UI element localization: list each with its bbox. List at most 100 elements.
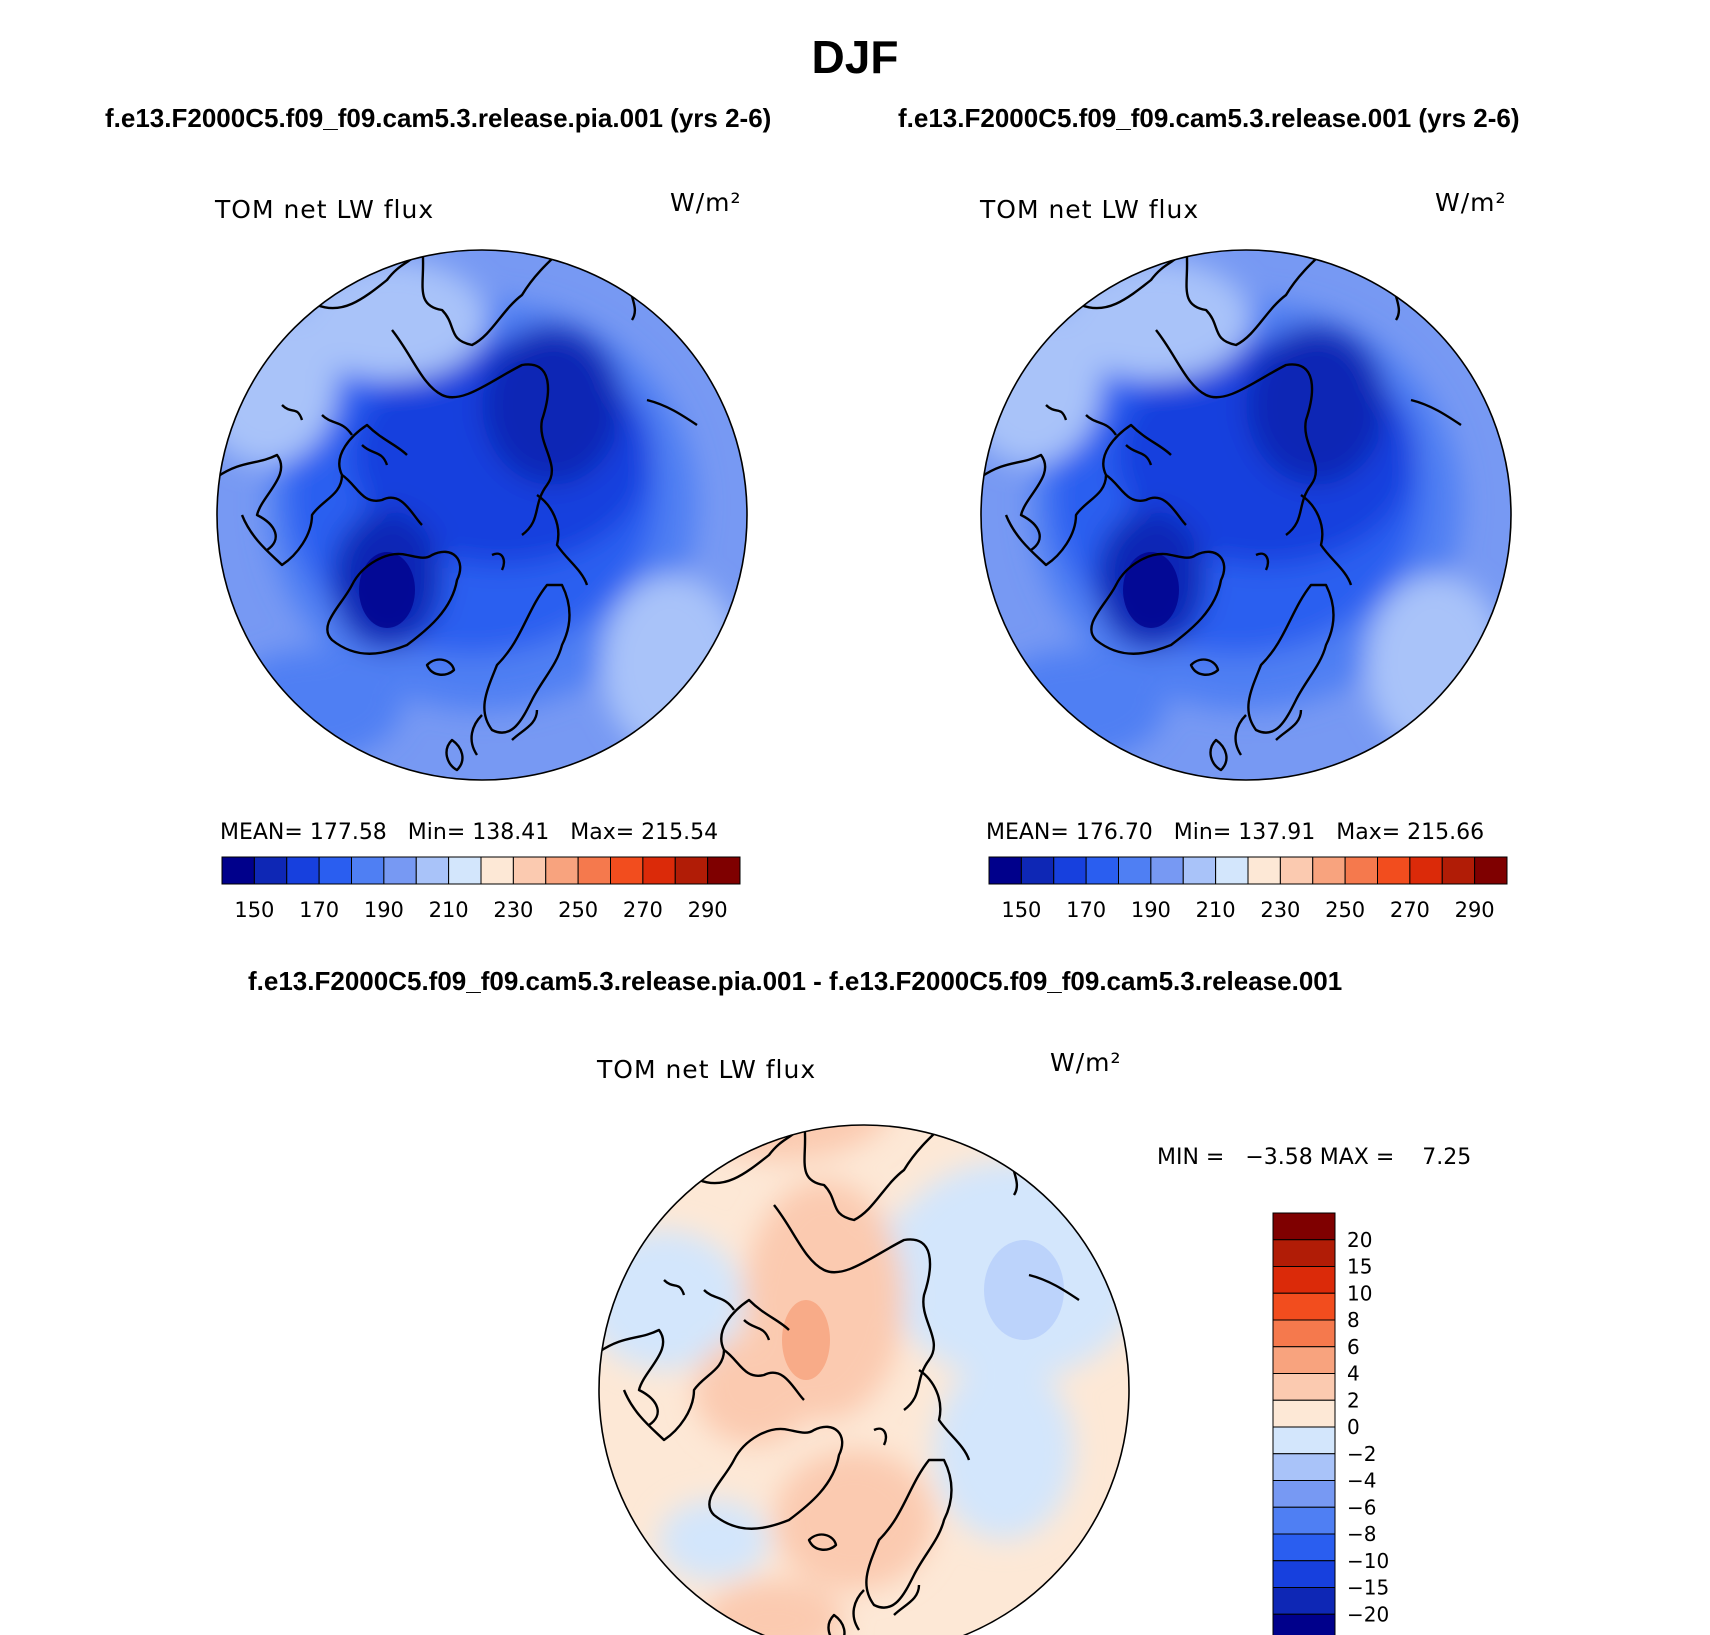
- panel-a-max: 215.54: [641, 820, 719, 845]
- figure-title: DJF: [811, 31, 899, 83]
- panel-a-mean-label: MEAN=: [220, 820, 303, 845]
- panel-a-colorbar: 150 170 190 210 230 250 270 290: [221, 856, 741, 922]
- panel-b-variable-label: TOM net LW flux: [980, 195, 1200, 224]
- panel-b-colorbar-tick-label: 210: [1196, 898, 1236, 922]
- panel-b-colorbar-tick-label: 150: [1001, 898, 1041, 922]
- panel-c-colorbar-tick-label: 6: [1347, 1335, 1360, 1359]
- panel-a-colorbar-box: [577, 856, 611, 885]
- panel-c-colorbar-box: [1272, 1346, 1336, 1374]
- panel-c-colorbar-tick-label: −8: [1347, 1522, 1376, 1546]
- panel-a-colorbar-box: [448, 856, 482, 885]
- panel-b-max: 215.66: [1407, 820, 1485, 845]
- panel-b-colorbar-box: [1279, 856, 1314, 885]
- panel-c-colorbar-tick-label: 8: [1347, 1308, 1360, 1332]
- panel-b-mean: 176.70: [1075, 820, 1153, 845]
- panel-c-min: −3.58: [1245, 1145, 1313, 1170]
- panel-b-colorbar-box: [1409, 856, 1443, 885]
- panel-a-colorbar-tick-label: 210: [429, 898, 469, 922]
- panel-b-colorbar-tick-label: 190: [1131, 898, 1171, 922]
- panel-a-stats: MEAN= 177.58 Min= 138.41 Max= 215.54: [220, 820, 718, 845]
- panel-c-colorbar-box: [1272, 1212, 1336, 1241]
- panel-a-colorbar-tick-label: 190: [364, 898, 404, 922]
- panel-c-max: 7.25: [1422, 1145, 1472, 1170]
- panel-b-colorbar-box: [1020, 856, 1055, 885]
- diff-title: f.e13.F2000C5.f09_f09.cam5.3.release.pia…: [248, 966, 1343, 996]
- panel-b-colorbar-box: [1377, 856, 1411, 885]
- panel-c-colorbar-box: [1272, 1399, 1336, 1428]
- panel-a-colorbar-box: [253, 856, 288, 885]
- panel-b-colorbar-box: [1344, 856, 1378, 885]
- panel-a-colorbar-tick-label: 290: [688, 898, 728, 922]
- panel-b-colorbar-box: [1085, 856, 1119, 885]
- panel-a-colorbar-box: [674, 856, 709, 885]
- panel-b-map: [980, 249, 1512, 781]
- panel-c-units: W/m²: [1050, 1048, 1122, 1077]
- panel-c-colorbar-tick-label: 20: [1347, 1228, 1372, 1252]
- panel-a-colorbar-box: [415, 856, 450, 885]
- panel-b-colorbar: 150 170 190 210 230 250 270 290: [988, 856, 1508, 922]
- panel-c-colorbar-tick-label: −2: [1347, 1442, 1376, 1466]
- panel-b-colorbar-box: [1150, 856, 1184, 885]
- panel-a-colorbar-box: [383, 856, 417, 885]
- panel-c-colorbar-box: [1272, 1373, 1336, 1401]
- panel-b-colorbar-box: [1118, 856, 1152, 885]
- panel-a-colorbar-box: [480, 856, 514, 885]
- panel-b-colorbar-box: [1441, 856, 1476, 885]
- panel-c-colorbar-tick-label: 2: [1347, 1388, 1360, 1412]
- panel-c-variable-label: TOM net LW flux: [597, 1055, 817, 1084]
- panel-a-colorbar-box: [610, 856, 644, 885]
- panel-c-colorbar-box: [1272, 1506, 1336, 1535]
- panel-c-colorbar-box: [1272, 1453, 1336, 1481]
- panel-c-colorbar-tick-label: −6: [1347, 1495, 1376, 1519]
- panel-a-colorbar-tick-label: 170: [299, 898, 339, 922]
- panel-c-colorbar-tick-label: −10: [1347, 1549, 1389, 1573]
- panel-b-stats: MEAN= 176.70 Min= 137.91 Max= 215.66: [986, 820, 1484, 845]
- panel-a-colorbar-box: [221, 856, 255, 885]
- panel-a-max-label: Max=: [570, 820, 635, 845]
- panel-b-colorbar-box: [1053, 856, 1087, 885]
- panel-a-colorbar-box: [318, 856, 352, 885]
- panel-a-colorbar-tick-label: 270: [623, 898, 663, 922]
- panel-a-colorbar-tick-label: 150: [234, 898, 274, 922]
- panel-b-colorbar-tick-label: 270: [1390, 898, 1430, 922]
- panel-c-colorbar-tick-label: 4: [1347, 1362, 1360, 1386]
- panel-c-colorbar-tick-label: 0: [1347, 1415, 1360, 1439]
- panel-b-colorbar-box: [1474, 856, 1508, 885]
- panel-c-colorbar-box: [1272, 1533, 1336, 1562]
- panel-b-colorbar-box: [1247, 856, 1281, 885]
- case-b-title: f.e13.F2000C5.f09_f09.cam5.3.release.001…: [898, 103, 1520, 133]
- panel-b-max-label: Max=: [1336, 820, 1401, 845]
- panel-a-variable-label: TOM net LW flux: [215, 195, 435, 224]
- panel-c-colorbar-box: [1272, 1613, 1336, 1635]
- panel-b-colorbar-box: [1215, 856, 1249, 885]
- panel-a-min: 138.41: [472, 820, 550, 845]
- panel-c-colorbar-box: [1272, 1239, 1336, 1267]
- panel-b-colorbar-tick-label: 290: [1455, 898, 1495, 922]
- panel-c-stats: MIN = −3.58 MAX = 7.25: [1157, 1145, 1471, 1170]
- panel-a-mean: 177.58: [309, 820, 387, 845]
- panel-c-colorbar-tick-label: −15: [1347, 1576, 1389, 1600]
- panel-c-colorbar-tick-label: −4: [1347, 1469, 1376, 1493]
- panel-a-map: [216, 249, 748, 781]
- panel-a-colorbar-box: [351, 856, 385, 885]
- panel-b-min: 137.91: [1238, 820, 1316, 845]
- panel-b-min-label: Min=: [1173, 820, 1232, 845]
- panel-a-colorbar-box: [642, 856, 676, 885]
- panel-a-colorbar-box: [512, 856, 547, 885]
- panel-b-mean-label: MEAN=: [986, 820, 1069, 845]
- panel-a-colorbar-box: [545, 856, 579, 885]
- panel-c-colorbar-box: [1272, 1480, 1336, 1508]
- panel-b-colorbar-box: [988, 856, 1022, 885]
- case-a-title: f.e13.F2000C5.f09_f09.cam5.3.release.pia…: [105, 103, 772, 133]
- panel-b-colorbar-tick-label: 230: [1260, 898, 1300, 922]
- panel-a-units: W/m²: [670, 188, 742, 217]
- panel-a-colorbar-box: [286, 856, 320, 885]
- panel-c-colorbar-tick-label: −20: [1347, 1602, 1389, 1626]
- panel-b-colorbar-box: [1182, 856, 1217, 885]
- panel-a-colorbar-tick-label: 250: [558, 898, 598, 922]
- panel-b-colorbar-tick-label: 250: [1325, 898, 1365, 922]
- panel-c-max-label: MAX =: [1319, 1145, 1395, 1170]
- panel-c-colorbar-box: [1272, 1587, 1336, 1615]
